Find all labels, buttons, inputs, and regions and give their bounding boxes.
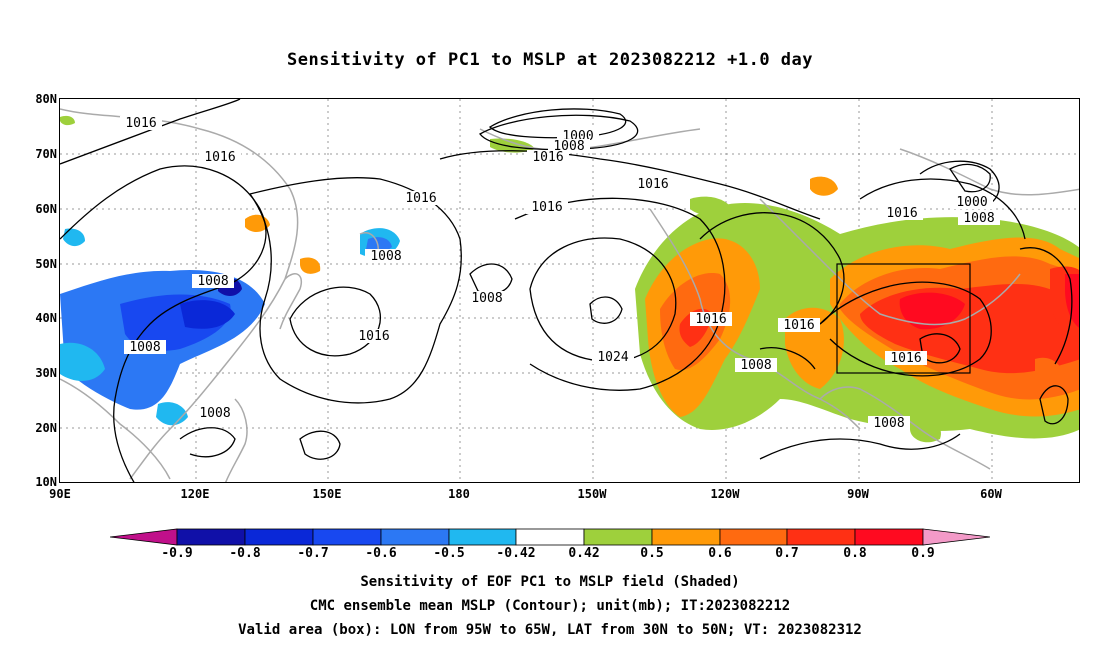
lat-label-60n: 60N <box>35 202 57 216</box>
colorbar-swatch <box>583 528 653 546</box>
contour-label: 1008 <box>471 291 502 306</box>
lat-label-70n: 70N <box>35 147 57 161</box>
colorbar-label: 0.42 <box>568 546 600 561</box>
colorbar-swatch <box>448 528 517 546</box>
contour-label: 1008 <box>129 340 160 355</box>
contour-label: 1016 <box>783 318 814 333</box>
valid-area-box <box>836 263 971 374</box>
colorbar-swatch <box>110 528 178 546</box>
lon-label-120e: 120E <box>180 487 210 501</box>
contour-label: 1016 <box>637 177 668 192</box>
caption-line-3: Valid area (box): LON from 95W to 65W, L… <box>238 622 862 638</box>
chart-title: Sensitivity of PC1 to MSLP at 2023082212… <box>286 50 813 70</box>
contour-label: 1016 <box>125 116 156 131</box>
colorbar-label: 0.8 <box>843 546 867 561</box>
colorbar-swatch <box>515 528 585 546</box>
colorbar-label: -0.7 <box>297 546 329 561</box>
lat-label-20n: 20N <box>35 421 57 435</box>
contour-label: 1008 <box>197 274 228 289</box>
lat-label-30n: 30N <box>35 366 57 380</box>
contour-label: 1016 <box>358 329 389 344</box>
colorbar-swatch <box>719 528 788 546</box>
lon-label-60w: 60W <box>980 487 1002 501</box>
contour-label: 1000 <box>956 195 987 210</box>
colorbar-label: -0.6 <box>365 546 397 561</box>
colorbar-label: -0.9 <box>161 546 193 561</box>
colorbar-label: 0.9 <box>911 546 935 561</box>
lon-label-90w: 90W <box>847 487 869 501</box>
colorbar-label: -0.8 <box>229 546 261 561</box>
colorbar-swatch <box>922 528 990 546</box>
contour-label: 1008 <box>873 416 904 431</box>
colorbar-swatch <box>651 528 721 546</box>
lat-label-10n: 10N <box>35 475 57 489</box>
contour-label: 1024 <box>597 350 628 365</box>
lat-label-50n: 50N <box>35 257 57 271</box>
lat-label-80n: 80N <box>35 92 57 106</box>
mslp-contours <box>60 99 1073 482</box>
contour-label: 1016 <box>695 312 726 327</box>
negative-sensitivity-shading <box>60 228 400 426</box>
colorbar-swatch <box>786 528 856 546</box>
contour-label: 1008 <box>963 211 994 226</box>
contour-label-group: 1016 1016 1000 1008 1016 1016 1016 1016 … <box>120 116 1000 431</box>
coastlines <box>60 108 1079 482</box>
colorbar-label: -0.42 <box>496 546 536 561</box>
lon-label-120w: 120W <box>710 487 740 501</box>
contour-label: 1008 <box>370 249 401 264</box>
colorbar-label: 0.6 <box>708 546 732 561</box>
contour-label: 1016 <box>886 206 917 221</box>
lat-label-40n: 40N <box>35 311 57 325</box>
caption-line-1: Sensitivity of EOF PC1 to MSLP field (Sh… <box>360 574 740 590</box>
contour-label: 1008 <box>199 406 230 421</box>
contour-label: 1016 <box>890 351 921 366</box>
colorbar-label: 0.5 <box>640 546 664 561</box>
lon-label-180: 180 <box>448 487 470 501</box>
colorbar-label: -0.5 <box>433 546 465 561</box>
sensitivity-map: 1016 1016 1000 1008 1016 1016 1016 1016 … <box>59 98 1080 483</box>
colorbar <box>110 528 990 546</box>
colorbar-swatch <box>312 528 382 546</box>
contour-label: 1016 <box>405 191 436 206</box>
lon-label-150e: 150E <box>312 487 342 501</box>
lon-label-90e: 90E <box>49 487 71 501</box>
caption-line-2: CMC ensemble mean MSLP (Contour); unit(m… <box>309 598 791 614</box>
contour-label: 1016 <box>204 150 235 165</box>
lon-label-150w: 150W <box>577 487 607 501</box>
contour-label: 1008 <box>740 358 771 373</box>
colorbar-swatch <box>244 528 314 546</box>
colorbar-swatch <box>854 528 924 546</box>
map-canvas: 1016 1016 1000 1008 1016 1016 1016 1016 … <box>60 99 1079 482</box>
colorbar-label: 0.7 <box>775 546 799 561</box>
contour-label: 1016 <box>531 200 562 215</box>
colorbar-swatch <box>380 528 450 546</box>
contour-label: 1016 <box>532 150 563 165</box>
colorbar-swatch <box>176 528 246 546</box>
